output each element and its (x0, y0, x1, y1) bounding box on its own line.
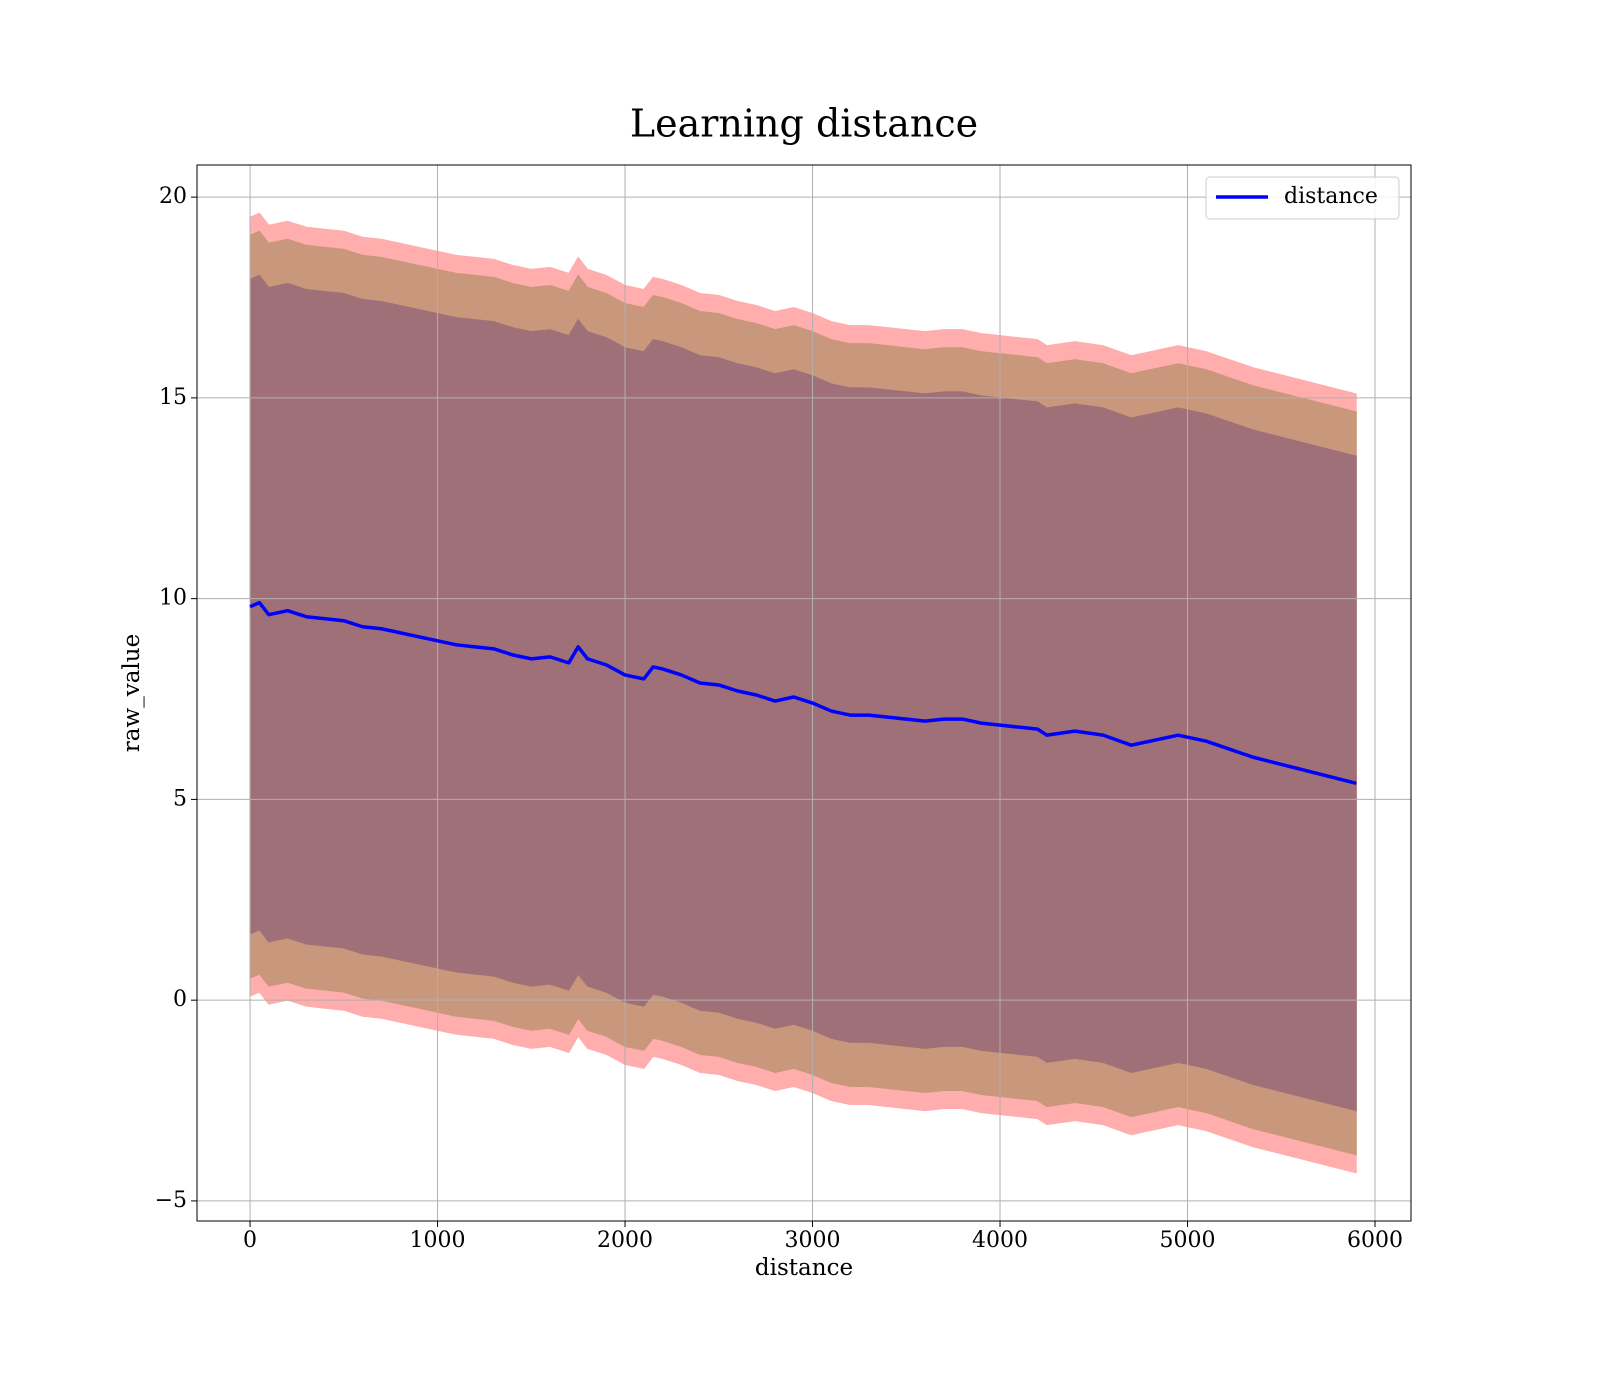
y-tick-label: −5 (155, 1188, 187, 1213)
x-tick-label: 4000 (972, 1228, 1028, 1253)
x-tick-label: 1000 (410, 1228, 466, 1253)
x-axis-label: distance (755, 1255, 853, 1281)
y-axis-label: raw_value (119, 634, 145, 752)
error-band (249, 274, 1357, 1112)
legend-box (1205, 176, 1400, 220)
chart-title: Learning distance (630, 102, 978, 146)
x-tick-label: 5000 (1160, 1228, 1216, 1253)
x-tick-label: 0 (243, 1228, 257, 1253)
x-tick-label: 2000 (597, 1228, 653, 1253)
y-tick-label: 15 (159, 385, 187, 410)
data-line (249, 600, 1357, 786)
legend-label: distance (1284, 184, 1378, 209)
y-tick-label: 5 (173, 786, 187, 811)
y-tick-label: 20 (159, 184, 187, 209)
x-tick-label: 3000 (785, 1228, 841, 1253)
x-tick-label: 6000 (1347, 1228, 1403, 1253)
y-tick-label: 0 (173, 987, 187, 1012)
plot-frame (196, 164, 1412, 1222)
y-tick-label: 10 (159, 586, 187, 611)
